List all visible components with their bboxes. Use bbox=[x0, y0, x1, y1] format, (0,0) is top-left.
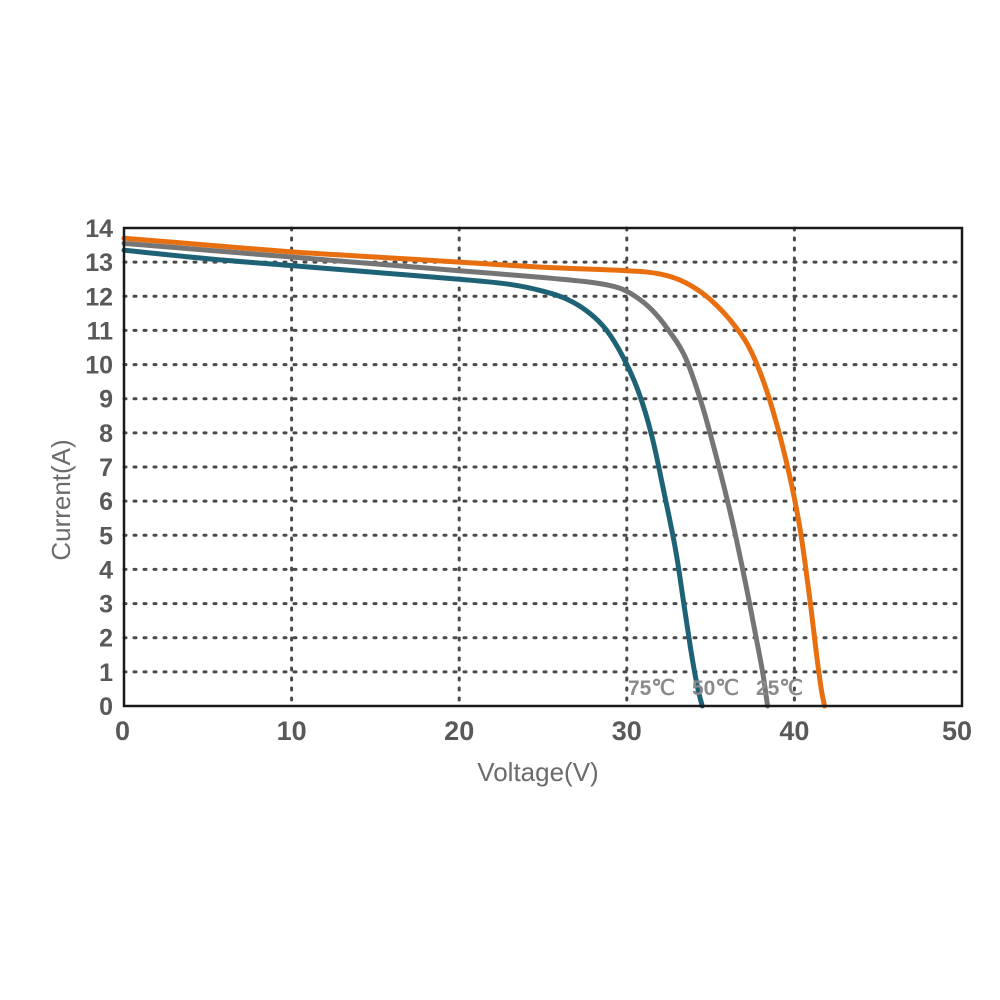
y-axis-label: Current(A) bbox=[46, 439, 76, 560]
y-tick-label: 14 bbox=[85, 215, 113, 243]
y-tick-label: 13 bbox=[85, 249, 113, 277]
y-tick-label: 9 bbox=[99, 386, 113, 414]
y-tick-label: 12 bbox=[85, 283, 113, 311]
y-tick-label: 7 bbox=[99, 454, 113, 482]
series-labels: 75℃ 50℃ 25℃ bbox=[628, 677, 803, 700]
series-line bbox=[121, 247, 705, 709]
y-tick-label: 6 bbox=[99, 488, 113, 516]
series-curves bbox=[121, 235, 828, 709]
series-label: 75℃ bbox=[628, 677, 675, 700]
series-label: 25℃ bbox=[756, 677, 803, 700]
y-tick-label: 4 bbox=[99, 556, 113, 584]
series-line bbox=[121, 235, 828, 709]
x-tick-label: 0 bbox=[115, 716, 130, 746]
x-tick-label: 20 bbox=[444, 716, 474, 746]
grid bbox=[122, 226, 964, 708]
plot-frame bbox=[122, 226, 964, 708]
series-label: 50℃ bbox=[692, 677, 739, 700]
y-tick-label: 3 bbox=[99, 591, 113, 619]
y-tick-label: 10 bbox=[85, 352, 113, 380]
y-tick-label: 2 bbox=[99, 625, 113, 653]
y-tick-label: 11 bbox=[87, 317, 114, 345]
y-tick-label: 0 bbox=[99, 693, 113, 721]
x-tick-label: 40 bbox=[779, 716, 809, 746]
x-tick-label: 10 bbox=[277, 716, 307, 746]
y-tick-label: 1 bbox=[99, 659, 113, 687]
y-tick-label: 5 bbox=[99, 522, 113, 550]
series-line bbox=[121, 240, 771, 709]
x-tick-labels: 0 10 20 30 40 50 bbox=[115, 716, 972, 746]
x-axis-label: Voltage(V) bbox=[477, 757, 598, 787]
y-tick-label: 8 bbox=[99, 420, 113, 448]
x-tick-label: 50 bbox=[942, 716, 972, 746]
x-tick-label: 30 bbox=[612, 716, 642, 746]
